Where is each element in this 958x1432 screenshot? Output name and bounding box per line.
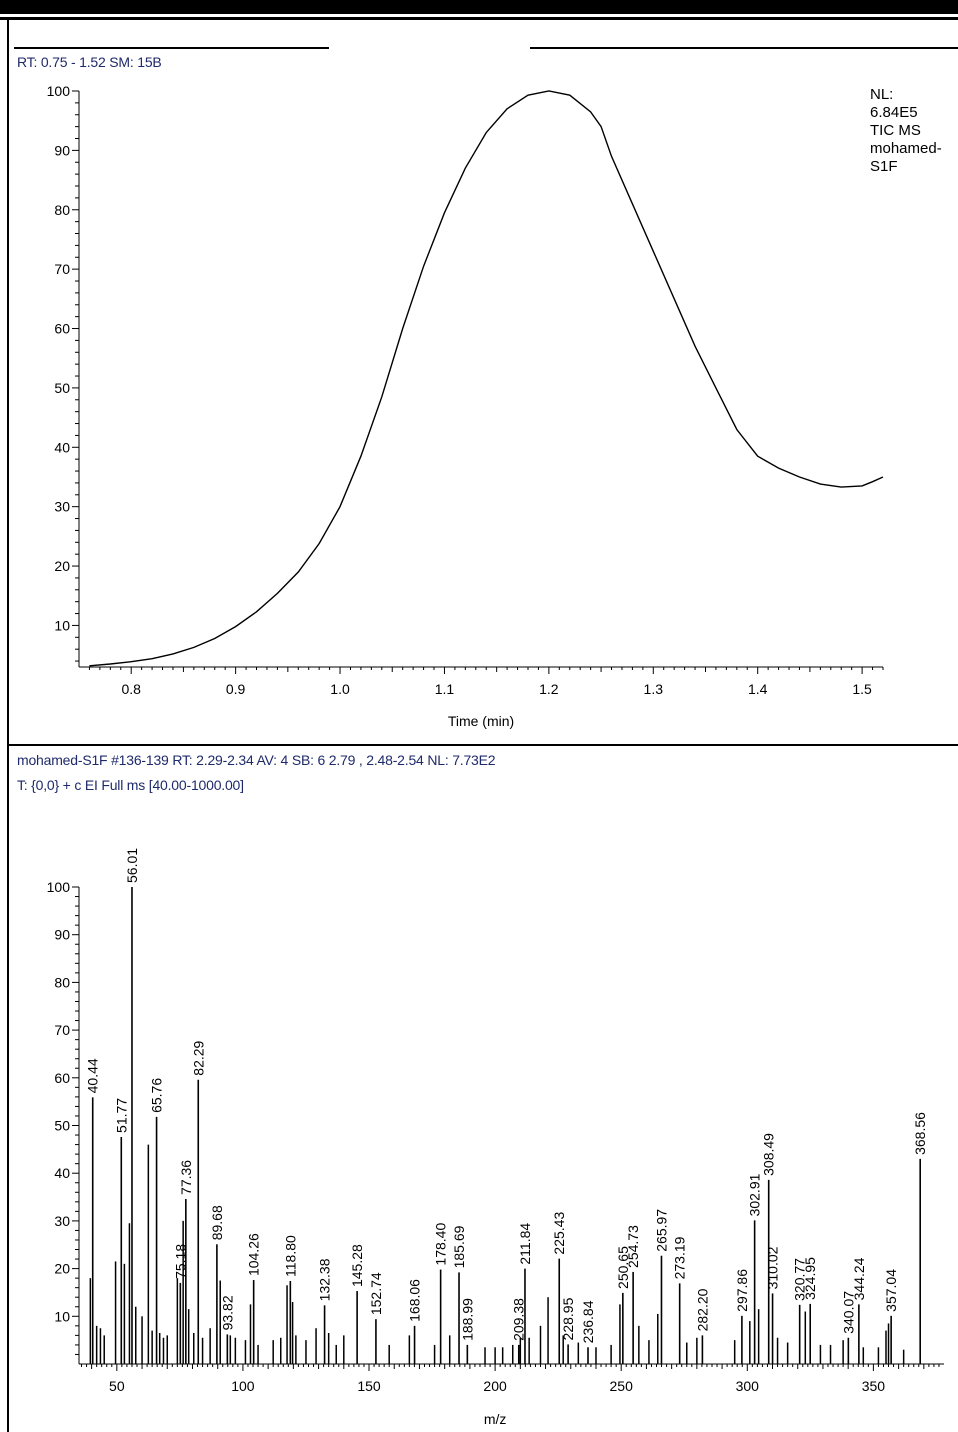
tic-y-tick-label: 30	[54, 499, 70, 515]
frame-top-border	[0, 17, 958, 20]
ms-x-tick-label: 50	[109, 1378, 125, 1394]
ms-y-tick-label: 50	[54, 1118, 70, 1134]
ms-y-tick-label: 30	[54, 1213, 70, 1229]
tic-x-tick-label: 0.9	[226, 681, 246, 697]
ms-peak-label: 40.44	[85, 1058, 101, 1093]
spectrum-header-line1: mohamed-S1F #136-139 RT: 2.29-2.34 AV: 4…	[17, 752, 496, 768]
ms-peak-label: 225.43	[551, 1212, 567, 1255]
ms-peak-label: 75.18	[172, 1244, 188, 1279]
tic-y-tick-label: 20	[54, 558, 70, 574]
ms-peak-label: 82.29	[190, 1040, 206, 1075]
ms-peak-label: 282.20	[694, 1288, 710, 1331]
ms-x-axis-title: m/z	[484, 1411, 507, 1427]
tic-x-tick-label: 1.4	[748, 681, 768, 697]
info-line: S1F	[870, 158, 898, 175]
tic-y-tick-label: 100	[47, 83, 71, 99]
frame-left-border	[7, 20, 9, 1432]
ms-x-tick-label: 100	[231, 1378, 255, 1394]
chromatogram-info-box: NL: 6.84E5 TIC MS mohamed- S1F	[870, 86, 942, 176]
ms-peak-label: 104.26	[246, 1233, 262, 1276]
header-rule-right	[530, 47, 958, 49]
ms-peak-label: 152.74	[368, 1272, 384, 1315]
tic-x-tick-label: 0.8	[121, 681, 141, 697]
tic-x-tick-label: 1.2	[539, 681, 559, 697]
ms-peak-label: 89.68	[209, 1205, 225, 1240]
ms-y-tick-label: 70	[54, 1022, 70, 1038]
ms-x-tick-label: 250	[610, 1378, 634, 1394]
ms-peak-label: 118.80	[282, 1235, 298, 1277]
ms-peak-label: 302.91	[747, 1173, 763, 1216]
ms-peak-label: 56.01	[124, 848, 140, 883]
tic-y-tick-label: 80	[54, 202, 70, 218]
tic-y-tick-label: 60	[54, 321, 70, 337]
ms-peak-label: 228.95	[560, 1297, 576, 1340]
tic-x-tick-label: 1.3	[644, 681, 664, 697]
tic-y-tick-label: 90	[54, 142, 70, 158]
ms-y-tick-label: 10	[54, 1308, 70, 1324]
spectrum-header-line2: T: {0,0} + c EI Full ms [40.00-1000.00]	[17, 777, 244, 793]
panel-divider	[7, 744, 958, 746]
ms-peak-label: 254.73	[625, 1225, 641, 1268]
ms-peak-label: 324.95	[802, 1257, 818, 1300]
info-line: NL:	[870, 86, 894, 103]
ms-peak-label: 188.99	[459, 1298, 475, 1341]
ms-peak-label: 209.38	[511, 1298, 527, 1341]
ms-peak-label: 250.65	[615, 1246, 631, 1289]
ms-peak-label: 77.36	[178, 1160, 194, 1195]
ms-peak-label: 236.84	[580, 1300, 596, 1343]
ms-peak-label: 265.97	[653, 1209, 669, 1252]
ms-peak-label: 211.84	[517, 1223, 533, 1265]
tic-y-tick-label: 40	[54, 439, 70, 455]
ms-y-tick-label: 90	[54, 927, 70, 943]
ms-peak-label: 310.02	[765, 1246, 781, 1289]
tic-x-tick-label: 1.0	[330, 681, 350, 697]
ms-peak-label: 93.82	[219, 1295, 235, 1330]
ms-x-tick-label: 200	[483, 1378, 507, 1394]
tic-y-tick-label: 70	[54, 261, 70, 277]
ms-peak-label: 297.86	[734, 1269, 750, 1312]
chromatogram-header: RT: 0.75 - 1.52 SM: 15B	[17, 54, 162, 70]
header-rule-left	[14, 47, 329, 49]
ms-y-tick-label: 20	[54, 1261, 70, 1277]
ms-peak-label: 273.19	[672, 1236, 688, 1279]
ms-y-tick-label: 60	[54, 1070, 70, 1086]
ms-peak-label: 320.77	[792, 1258, 808, 1301]
ms-peak-label: 340.07	[840, 1291, 856, 1334]
top-black-bar	[0, 0, 958, 14]
ms-x-tick-label: 300	[736, 1378, 760, 1394]
ms-peak-label: 357.04	[883, 1269, 899, 1312]
info-line: 6.84E5	[870, 104, 918, 121]
ms-peak-label: 368.56	[912, 1112, 928, 1155]
ms-peak-label: 308.49	[761, 1133, 777, 1176]
info-line: TIC MS	[870, 122, 921, 139]
ms-peak-label: 185.69	[451, 1225, 467, 1268]
tic-trace-line	[89, 90, 884, 667]
ms-peak-label: 178.40	[433, 1223, 449, 1266]
tic-y-tick-label: 50	[54, 380, 70, 396]
ms-peak-label: 168.06	[407, 1279, 423, 1322]
ms-y-tick-label: 80	[54, 974, 70, 990]
ms-peak-label: 51.77	[113, 1098, 129, 1133]
tic-x-axis-title: Time (min)	[448, 713, 514, 729]
info-line: mohamed-	[870, 140, 942, 157]
ms-peak-label: 65.76	[149, 1078, 165, 1113]
tic-y-tick-label: 10	[54, 617, 70, 633]
tic-x-tick-label: 1.1	[435, 681, 455, 697]
ms-y-tick-label: 40	[54, 1165, 70, 1181]
ms-peak-label: 344.24	[851, 1257, 867, 1300]
ms-y-tick-label: 100	[47, 879, 71, 895]
ms-peak-label: 145.28	[349, 1244, 365, 1287]
tic-x-tick-label: 1.5	[852, 681, 872, 697]
ms-x-tick-label: 150	[357, 1378, 381, 1394]
ms-x-tick-label: 350	[862, 1378, 886, 1394]
ms-peak-label: 132.38	[317, 1258, 333, 1301]
